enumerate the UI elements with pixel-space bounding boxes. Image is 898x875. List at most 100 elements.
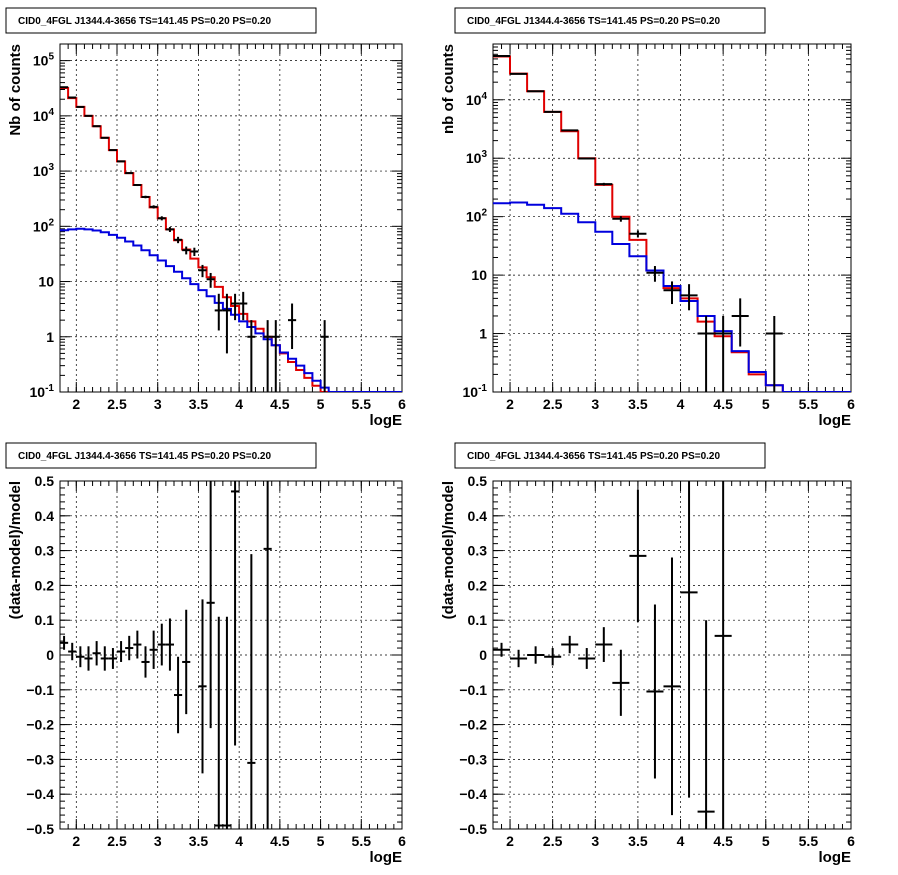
- y-tick-label: 103: [466, 149, 488, 166]
- x-axis-title: logE: [819, 849, 852, 866]
- y-tick-label: −0.5: [459, 821, 487, 837]
- data-point: [247, 320, 256, 392]
- y-tick-label: 0.1: [35, 612, 55, 628]
- data-point: [165, 618, 174, 671]
- data-point: [68, 642, 77, 661]
- data-point: [663, 557, 681, 816]
- x-tick-label: 4: [677, 833, 685, 849]
- data-point: [133, 630, 142, 659]
- data-point: [133, 183, 142, 187]
- x-tick-label: 2: [506, 833, 514, 849]
- y-tick-label: 104: [33, 107, 55, 124]
- data-point: [117, 641, 126, 662]
- y-tick-label: 102: [466, 208, 488, 225]
- data-point: [612, 649, 630, 716]
- data-point: [629, 489, 647, 622]
- data-point: [544, 648, 562, 666]
- y-axis-title: (data-model)/model: [7, 481, 24, 619]
- x-tick-label: 6: [847, 833, 855, 849]
- data-point: [214, 293, 223, 331]
- x-tick-label: 6: [847, 396, 855, 412]
- y-tick-label: 0.2: [35, 577, 55, 593]
- data-point: [214, 616, 223, 829]
- data-point: [231, 293, 240, 321]
- data-point: [320, 320, 329, 392]
- data-point: [182, 609, 191, 715]
- y-tick-label: 0.1: [468, 612, 488, 628]
- data-point: [247, 554, 256, 829]
- y-tick-label: 10-1: [463, 383, 488, 400]
- y-tick-label: 1: [46, 329, 54, 345]
- x-tick-label: 4.5: [713, 396, 733, 412]
- data-point: [271, 320, 280, 392]
- data-point: [157, 623, 166, 666]
- y-tick-exponent: 5: [48, 52, 54, 63]
- data-point: [198, 599, 207, 774]
- x-tick-label: 3: [591, 396, 599, 412]
- y-tick-label: 0.4: [35, 508, 55, 524]
- data-point: [100, 646, 109, 671]
- data-point: [125, 172, 134, 175]
- title-box: [5, 442, 317, 469]
- y-tick-label: −0.2: [459, 717, 487, 733]
- y-axis-title: (data-model)/model: [440, 481, 457, 619]
- y-tick-label: 102: [33, 217, 55, 234]
- x-tick-label: 2: [506, 396, 514, 412]
- x-tick-label: 4.5: [713, 833, 733, 849]
- data-point: [231, 481, 240, 746]
- y-tick-exponent: 3: [481, 149, 487, 160]
- chart-pad-3: CID0_4FGL J1344.4-3656 TS=141.45 PS=0.20…: [5, 442, 406, 866]
- y-tick-exponent: -1: [45, 383, 54, 394]
- x-tick-label: 4: [677, 396, 685, 412]
- x-tick-label: 3: [154, 396, 162, 412]
- y-tick-label: 10: [471, 267, 487, 283]
- plot-area: [60, 86, 402, 392]
- data-point: [125, 635, 134, 661]
- data-point: [108, 648, 117, 669]
- data-point: [561, 129, 579, 132]
- x-axis-title: logE: [370, 412, 403, 429]
- y-tick-label: −0.3: [26, 751, 54, 767]
- y-tick-label: −0.4: [459, 786, 487, 802]
- data-point: [222, 616, 231, 829]
- data-point: [141, 646, 150, 678]
- y-tick-label: 0: [479, 647, 487, 663]
- plot-area: [493, 55, 851, 392]
- data-point: [174, 236, 183, 244]
- data-point: [149, 630, 158, 669]
- plot-area: [493, 481, 732, 829]
- x-tick-label: 6: [398, 396, 406, 412]
- data-point: [108, 149, 117, 152]
- data-point: [206, 272, 215, 288]
- title-box: [454, 7, 766, 34]
- x-tick-label: 2.5: [107, 833, 127, 849]
- x-tick-label: 3.5: [189, 833, 209, 849]
- y-tick-exponent: -1: [478, 383, 487, 394]
- y-tick-label: 104: [466, 91, 488, 108]
- x-tick-label: 5: [317, 396, 325, 412]
- data-point: [714, 481, 732, 829]
- data-point: [527, 646, 545, 664]
- data-point: [263, 481, 272, 829]
- y-tick-label: 0.2: [468, 577, 488, 593]
- data-point: [263, 320, 272, 392]
- y-axis-title: Nb of counts: [7, 44, 24, 136]
- x-tick-label: 3.5: [189, 396, 209, 412]
- data-point: [714, 315, 732, 392]
- x-tick-label: 2.5: [107, 396, 127, 412]
- data-point: [578, 648, 596, 669]
- data-point: [680, 284, 698, 311]
- x-axis-title: logE: [819, 412, 852, 429]
- chart-title: CID0_4FGL J1344.4-3656 TS=141.45 PS=0.20…: [467, 451, 720, 462]
- x-tick-label: 2: [72, 833, 80, 849]
- title-box: [454, 442, 766, 469]
- data-point: [141, 195, 150, 199]
- source-model-line: [493, 201, 851, 392]
- data-point: [493, 642, 511, 657]
- y-tick-label: 1: [479, 326, 487, 342]
- x-tick-label: 2.5: [543, 396, 563, 412]
- data-point: [680, 481, 698, 798]
- y-tick-label: 0.3: [468, 543, 488, 559]
- x-tick-label: 4: [235, 396, 243, 412]
- data-point: [92, 641, 101, 666]
